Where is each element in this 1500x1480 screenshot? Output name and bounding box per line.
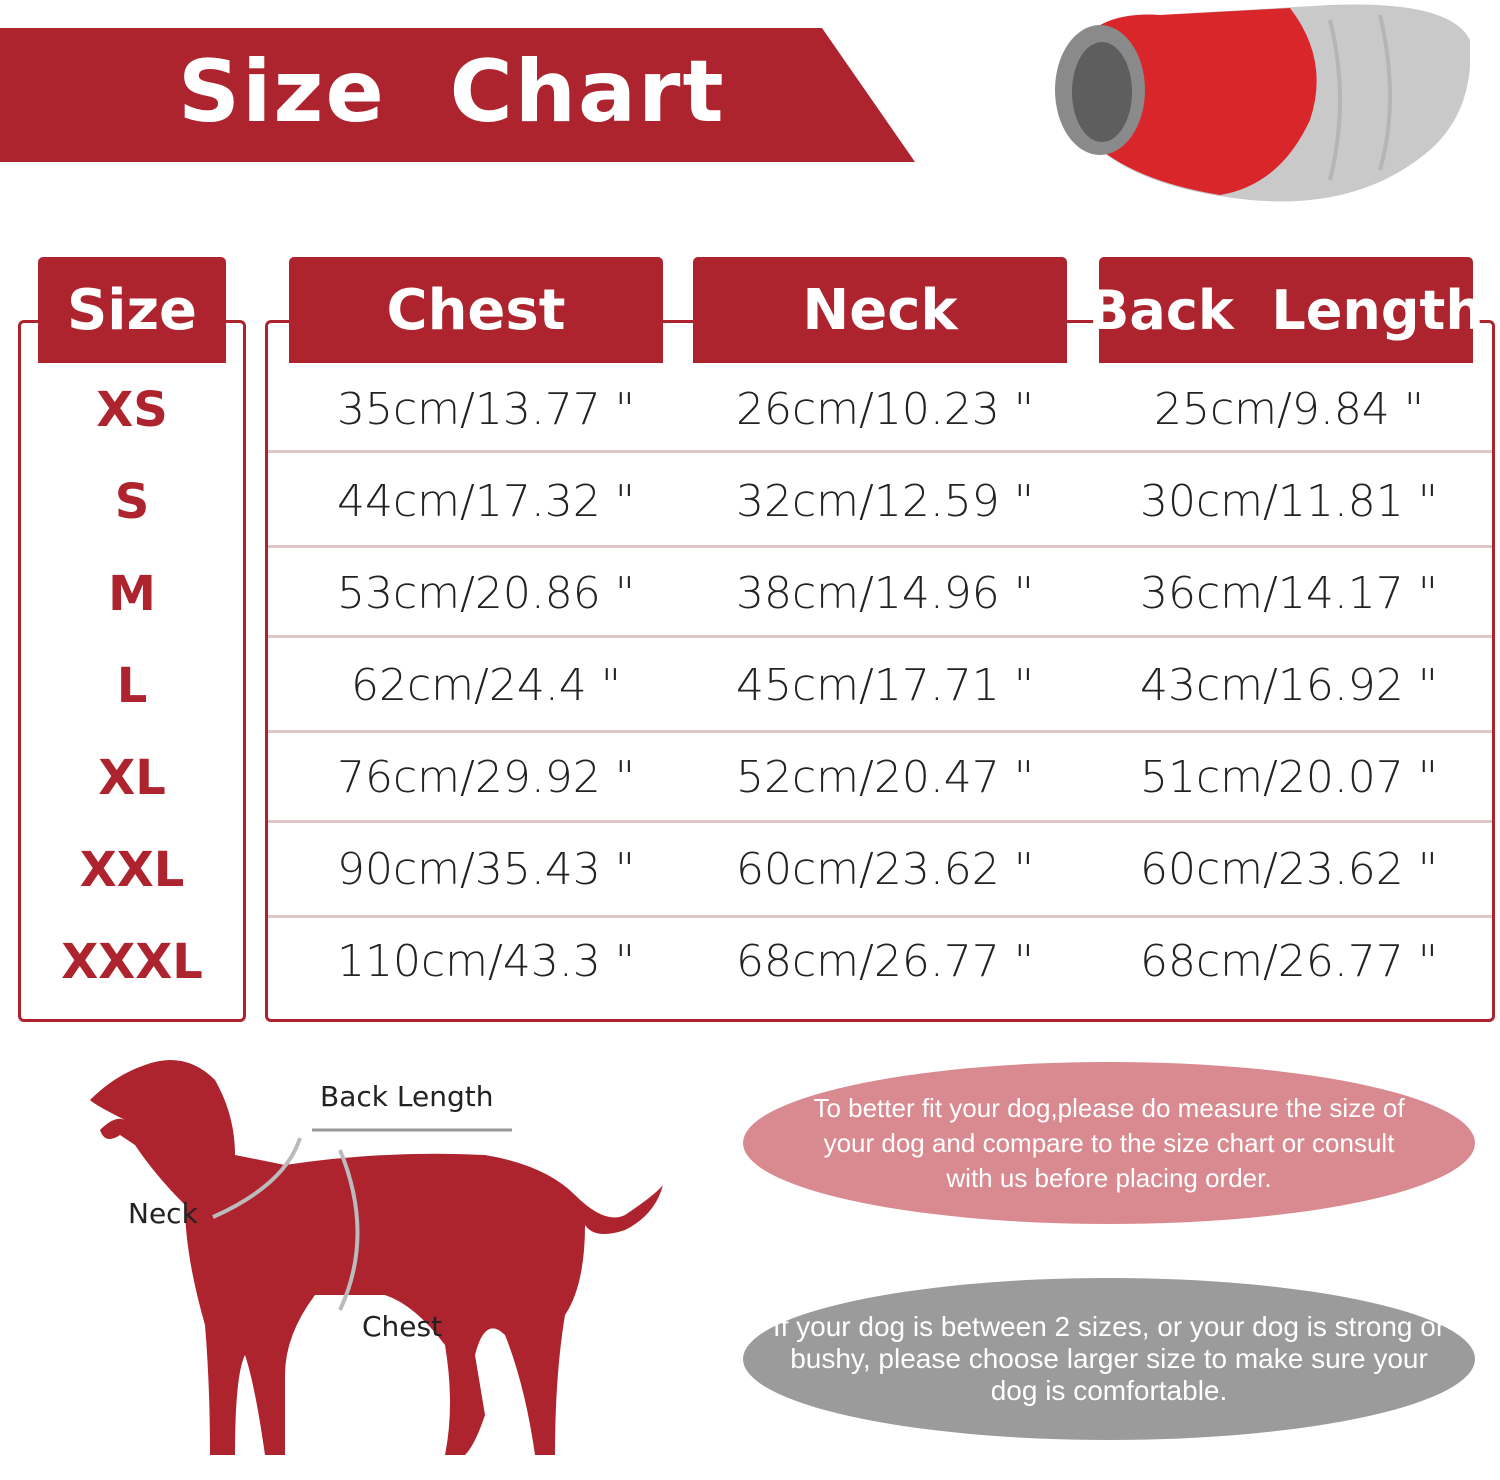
- back-length-value: 68cm/26.77 ": [1139, 936, 1439, 987]
- neck-header: Neck: [693, 257, 1067, 363]
- size-label: XXL: [79, 842, 185, 898]
- chest-header: Chest: [289, 257, 663, 363]
- size-label: XXXL: [61, 934, 203, 990]
- fit-note: To better fit your dog,please do measure…: [743, 1062, 1475, 1224]
- back-length-value: 36cm/14.17 ": [1139, 568, 1439, 619]
- row-divider: [268, 730, 1492, 733]
- chest-value: 53cm/20.86 ": [336, 568, 636, 619]
- chest-value: 76cm/29.92 ": [336, 752, 636, 803]
- size-label: S: [114, 474, 150, 530]
- back-length-value: 30cm/11.81 ": [1139, 476, 1439, 527]
- size-label: L: [116, 658, 148, 714]
- back-length-value: 51cm/20.07 ": [1139, 752, 1439, 803]
- row-divider: [268, 915, 1492, 918]
- between-sizes-note: If your dog is between 2 sizes, or your …: [743, 1278, 1475, 1440]
- size-label: M: [108, 566, 156, 622]
- chest-value: 90cm/35.43 ": [336, 844, 636, 895]
- chest-value: 35cm/13.77 ": [336, 384, 636, 435]
- chest-label: Chest: [362, 1310, 443, 1343]
- neck-value: 26cm/10.23 ": [735, 384, 1035, 435]
- size-label: XS: [96, 382, 168, 438]
- dog-jacket-image: [1055, 4, 1470, 202]
- fit-note-text: To better fit your dog,please do measure…: [813, 1092, 1405, 1193]
- title-banner: [0, 28, 915, 162]
- chest-value: 110cm/43.3 ": [336, 936, 636, 987]
- neck-label: Neck: [128, 1197, 198, 1230]
- dog-silhouette: [90, 1060, 663, 1455]
- neck-value: 60cm/23.62 ": [735, 844, 1035, 895]
- neck-value: 32cm/12.59 ": [735, 476, 1035, 527]
- back-length-value: 60cm/23.62 ": [1139, 844, 1439, 895]
- between-sizes-note-text: If your dog is between 2 sizes, or your …: [772, 1311, 1446, 1406]
- chest-value: 44cm/17.32 ": [336, 476, 636, 527]
- row-divider: [268, 545, 1492, 548]
- neck-value: 45cm/17.71 ": [735, 660, 1035, 711]
- chest-value: 62cm/24.4 ": [350, 660, 622, 711]
- neck-value: 38cm/14.96 ": [735, 568, 1035, 619]
- neck-value: 68cm/26.77 ": [735, 936, 1035, 987]
- back-length-header: Back Length: [1088, 257, 1484, 363]
- size-label: XL: [98, 750, 166, 806]
- row-divider: [268, 635, 1492, 638]
- neck-value: 52cm/20.47 ": [735, 752, 1035, 803]
- back-length-value: 43cm/16.92 ": [1139, 660, 1439, 711]
- page-title: Size Chart: [178, 42, 726, 142]
- measurements-table: [265, 320, 1495, 1022]
- size-header: Size: [38, 257, 226, 363]
- back-length-value: 25cm/9.84 ": [1153, 384, 1425, 435]
- size-column-box: [18, 320, 246, 1022]
- row-divider: [268, 820, 1492, 823]
- back-length-label: Back Length: [320, 1080, 494, 1113]
- row-divider: [268, 450, 1492, 453]
